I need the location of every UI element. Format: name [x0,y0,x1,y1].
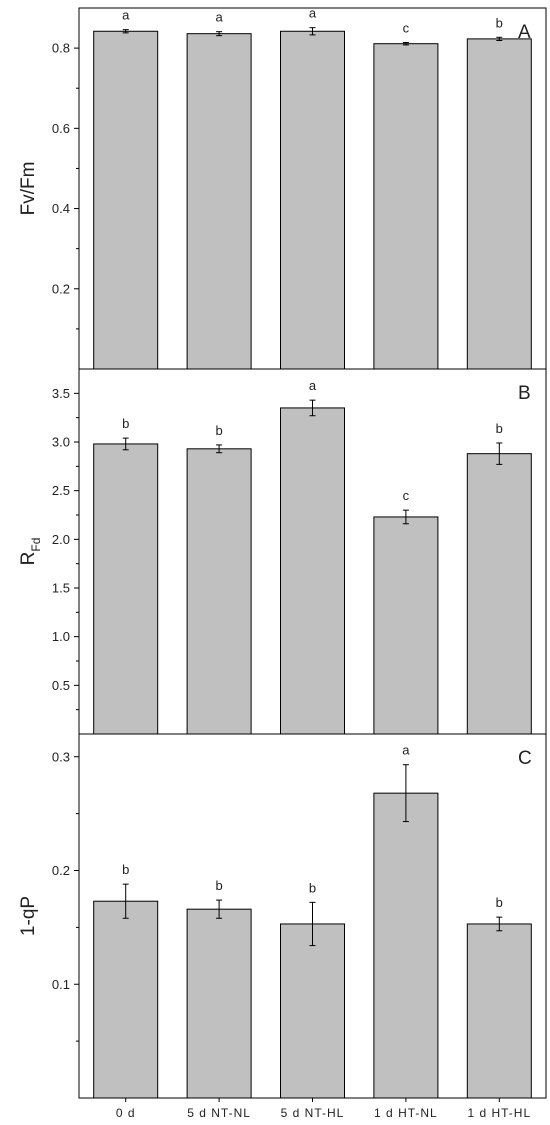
significance-label: c [403,488,410,503]
bar [93,443,159,735]
bar [466,923,532,1099]
error-bar [309,27,316,36]
bar [373,43,439,370]
significance-label: c [403,20,410,35]
error-bar [496,36,503,41]
x-tick-label: 5 d NT-NL [187,1106,251,1120]
significance-label: a [309,6,317,21]
bar [373,516,439,735]
y-tick-label: 0.6 [52,121,70,136]
y-tick-label: 3.5 [52,386,70,401]
x-tick-label: 1 d HT-NL [374,1106,438,1120]
y-tick-label: 3.0 [52,435,70,450]
error-bar [309,901,316,947]
y-tick-label: 0.2 [52,281,70,296]
panel-label: B [518,383,531,404]
significance-label: b [215,423,222,438]
error-bar [496,916,503,932]
significance-label: b [496,895,503,910]
bar [280,923,345,1099]
error-bar [402,764,409,823]
significance-label: b [122,416,129,431]
y-tick-label: 0.8 [52,41,70,56]
bar [93,30,159,370]
panel-b: b b a c b 0.5 1.0 1.5 2.0 2.5 3.0 3.5 B RFd [18,368,547,735]
bar [93,900,159,1099]
panel-a: a a a c b 0.2 0.4 0.6 0.8 A Fv/Fm [18,6,547,370]
error-bar [402,509,409,525]
significance-label: a [122,8,130,23]
x-tick-label: 1 d HT-HL [467,1106,531,1120]
significance-label: a [402,743,410,758]
error-bar [122,437,129,451]
significance-label: b [496,421,503,436]
error-bar [122,883,129,919]
significance-label: b [215,878,222,893]
bar [280,30,345,370]
significance-label: b [122,862,129,877]
bar [186,448,252,735]
x-axis: 0 d 5 d NT-NL 5 d NT-HL 1 d HT-NL 1 d HT-HL [116,1098,531,1120]
panel-label: C [518,748,532,769]
y-tick-label: 0.2 [52,863,70,878]
panel-c: b b b a b 0.1 0.2 0.3 C 1-qP [18,733,547,1099]
error-bar [402,41,409,46]
x-tick-label: 0 d [116,1106,136,1120]
significance-label: b [309,880,316,895]
y-tick-label: 0.1 [52,977,70,992]
y-tick-label: 0.5 [52,678,70,693]
error-bar [309,399,316,417]
significance-label: a [309,378,317,393]
error-bar [496,442,503,465]
bar [280,407,345,735]
y-tick-label: 2.5 [52,483,70,498]
bar [466,38,532,370]
y-tick-label: 0.3 [52,749,70,764]
x-tick-label: 5 d NT-HL [281,1106,345,1120]
bar [373,792,439,1099]
y-axis-label: 1-qP [18,896,39,936]
y-tick-label: 2.0 [52,532,70,547]
y-tick-label: 1.5 [52,581,70,596]
y-axis-label: Fv/Fm [18,162,39,216]
y-tick-label: 0.4 [52,201,70,216]
y-tick-label: 1.0 [52,629,70,644]
error-bar [122,29,129,34]
error-bar [216,31,223,37]
bar [186,908,252,1099]
error-bar [216,444,223,454]
bar [186,33,252,370]
panel-label: A [518,22,531,43]
significance-label: b [496,15,503,30]
significance-label: a [215,10,223,25]
bar [466,453,532,735]
error-bar [216,899,223,919]
y-axis-label: RFd [18,538,43,566]
